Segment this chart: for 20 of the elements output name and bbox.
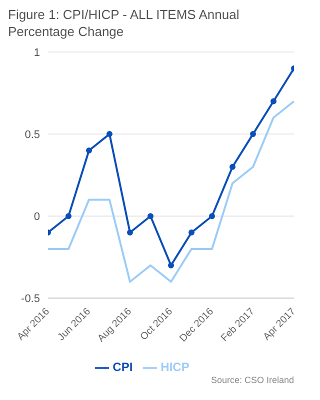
point [168, 262, 174, 268]
chart-title: Figure 1: CPI/HICP - ALL ITEMS Annual Percentage Change [7, 6, 240, 40]
legend-label: CPI [112, 360, 133, 374]
point [270, 98, 276, 104]
point [230, 164, 236, 170]
y-tick-label: -0.5 [21, 293, 40, 306]
point [188, 230, 194, 236]
point [209, 213, 215, 220]
point [148, 213, 154, 220]
y-tick-label: 0 [34, 211, 40, 224]
point [86, 147, 92, 154]
legend-label: HICP [160, 360, 190, 374]
source-note: Source: CSO Ireland [210, 375, 294, 385]
line-series [48, 100, 294, 283]
point [127, 230, 133, 236]
y-tick-label: 1 [34, 46, 40, 59]
y-tick-label: 0.5 [24, 128, 40, 141]
point [106, 131, 112, 138]
point [66, 213, 72, 220]
point [250, 131, 256, 138]
